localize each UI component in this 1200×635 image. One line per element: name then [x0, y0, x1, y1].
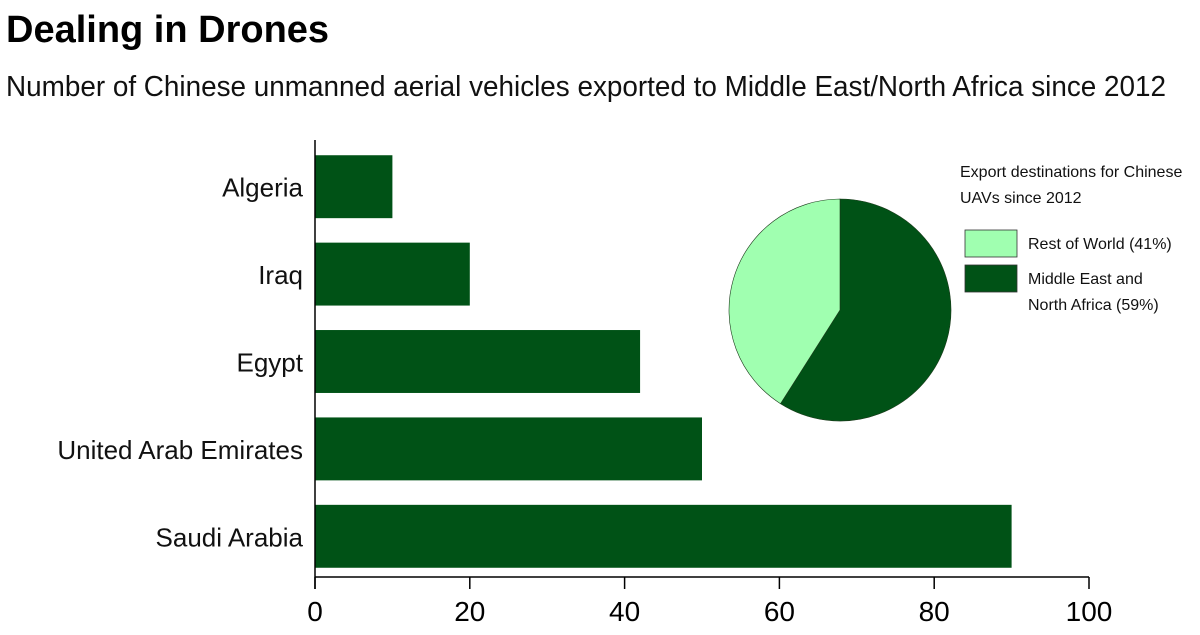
bar-egypt	[315, 330, 641, 393]
pie-legend: Export destinations for Chinese UAVs sinc…	[960, 164, 1182, 314]
chart-subtitle: Number of Chinese unmanned aerial vehicl…	[6, 71, 1166, 103]
chart-title: Dealing in Drones	[6, 9, 329, 51]
x-tick-label: 20	[454, 596, 485, 627]
legend-label: Rest of World (41%)	[1028, 236, 1172, 253]
x-tick-label: 0	[307, 596, 323, 627]
x-tick-label: 100	[1066, 596, 1113, 627]
category-label: Saudi Arabia	[156, 522, 304, 552]
x-tick-label: 80	[919, 596, 950, 627]
legend-title: UAVs since 2012	[960, 190, 1082, 207]
category-label: Algeria	[222, 173, 303, 203]
bar-united-arab-emirates	[315, 417, 702, 481]
pie-slice-middle-east-north-africa	[780, 198, 952, 422]
legend-label: North Africa (59%)	[1028, 297, 1159, 314]
pie-chart	[728, 198, 952, 422]
legend-swatch	[964, 229, 1018, 258]
category-label: Egypt	[237, 348, 304, 378]
bar-iraq	[315, 242, 470, 306]
bar-chart: Algeria Iraq Egypt United Arab Emirates Saud…	[57, 155, 1012, 568]
pie-slice-rest-of-world	[728, 198, 841, 405]
bar-saudi-arabia	[315, 504, 1012, 568]
x-axis: 0 20 40 60 80 100	[307, 140, 1112, 627]
category-label: United Arab Emirates	[57, 435, 303, 465]
category-label: Iraq	[258, 260, 303, 290]
bar-algeria	[315, 155, 393, 219]
x-tick-label: 60	[764, 596, 795, 627]
legend-title: Export destinations for Chinese	[960, 164, 1182, 181]
x-tick-label: 40	[609, 596, 640, 627]
legend-label: Middle East and	[1028, 271, 1143, 288]
legend-swatch	[964, 264, 1018, 293]
